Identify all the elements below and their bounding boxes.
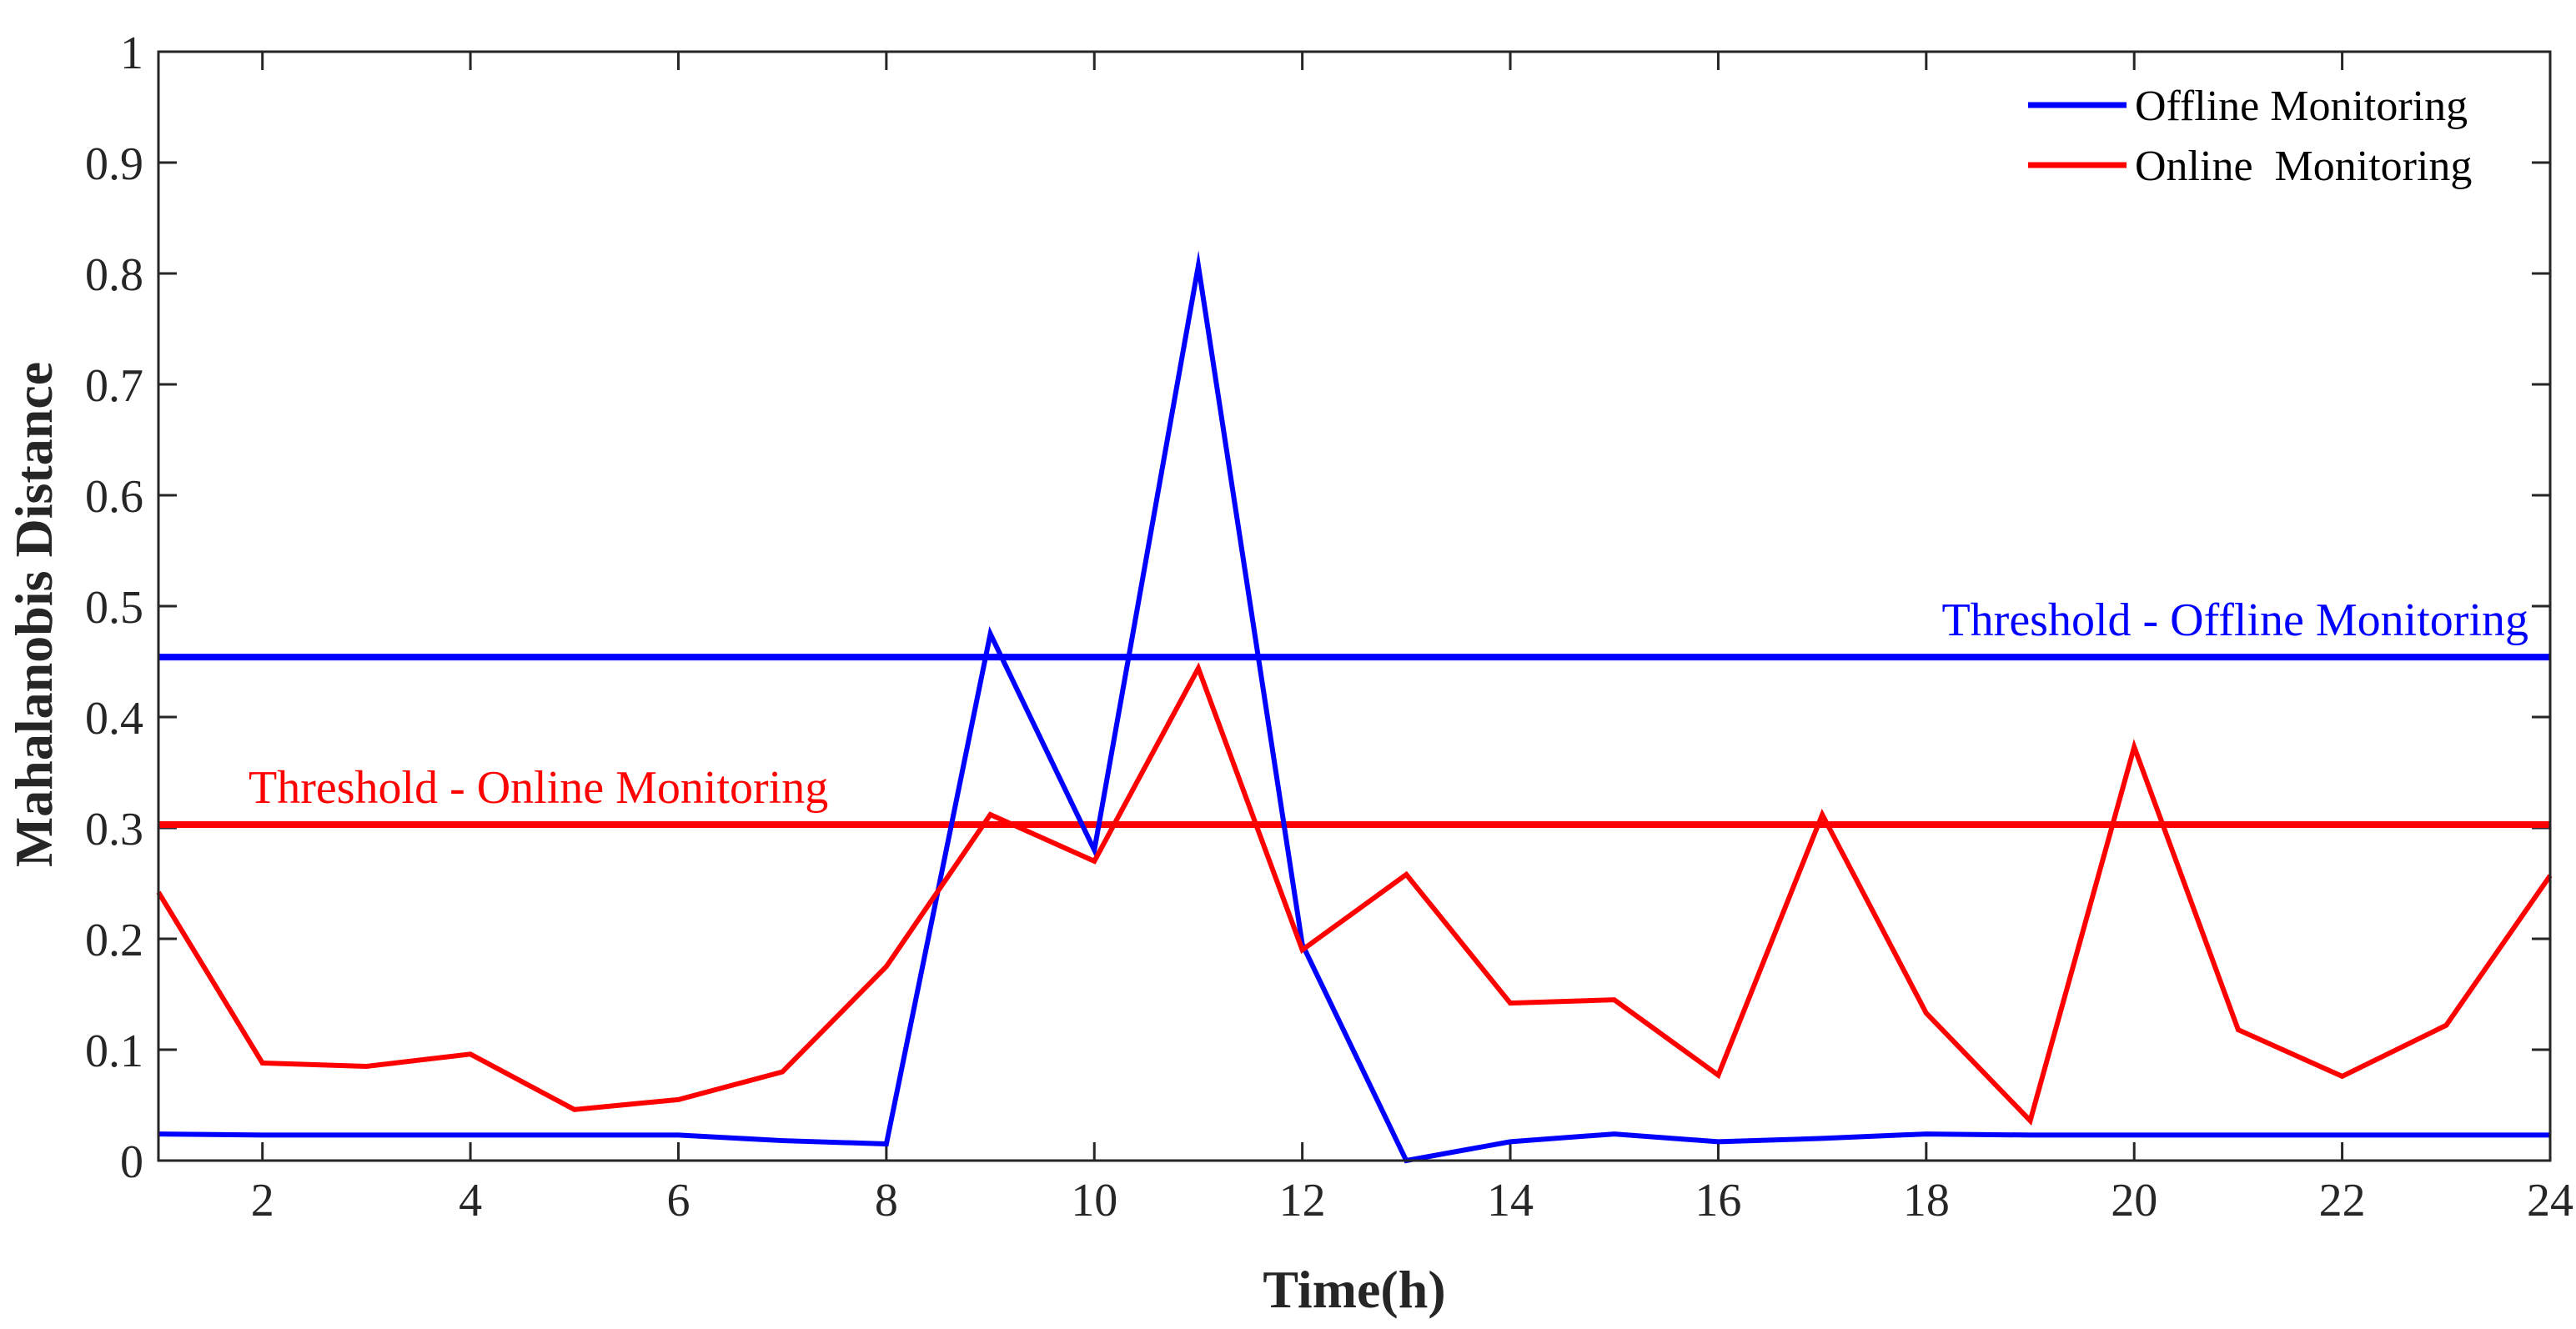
online-data-point (1403, 872, 1409, 877)
online-data-point (260, 1061, 265, 1066)
offline-data-point (572, 1132, 577, 1137)
online-data-point (2340, 1074, 2345, 1079)
offline-data-point (1924, 1131, 1929, 1136)
x-tick-label: 22 (2319, 1175, 2366, 1226)
offline-data-point (2028, 1132, 2033, 1137)
offline-data-point (675, 1132, 680, 1137)
online-data-point (988, 812, 993, 817)
offline-data-point (2340, 1132, 2345, 1137)
x-tick-label: 8 (875, 1175, 898, 1226)
x-tick-label: 6 (666, 1175, 690, 1226)
series-line-online (156, 662, 2553, 1126)
offline-data-point (1612, 1131, 1617, 1136)
offline-data-point (260, 1132, 265, 1137)
threshold-offline-label: Threshold - Offline Monitoring (1941, 594, 2528, 646)
x-tick-label: 20 (2111, 1175, 2157, 1226)
x-tick-label: 10 (1071, 1175, 1117, 1226)
online-data-point (364, 1064, 369, 1069)
offline-data-point (1508, 1139, 1513, 1144)
online-data-point (884, 964, 889, 969)
online-data-point (1092, 859, 1097, 864)
online-data-point (572, 1107, 577, 1112)
online-data-point (1300, 947, 1305, 952)
online-data-point (2132, 745, 2137, 750)
online-data-point (1612, 997, 1617, 1002)
offline-data-point (988, 631, 993, 636)
legend-label-online: Online Monitoring (2135, 143, 2472, 190)
offline-data-point (884, 1141, 889, 1146)
y-tick-label: 0.8 (85, 249, 143, 301)
y-tick-label: 0.9 (85, 138, 143, 190)
online-data-point (780, 1070, 785, 1075)
y-tick-label: 0.6 (85, 471, 143, 523)
y-tick-label: 0.3 (85, 804, 143, 855)
online-data-point (1924, 1011, 1929, 1016)
y-tick-label: 1 (120, 28, 143, 79)
y-tick-label: 0.4 (85, 693, 143, 745)
x-tick-label: 24 (2527, 1175, 2573, 1226)
online-data-point (1820, 812, 1825, 817)
data-series (156, 250, 2553, 1164)
offline-data-point (2132, 1132, 2137, 1137)
offline-data-point (2443, 1132, 2448, 1137)
y-tick-label: 0.5 (85, 582, 143, 634)
offline-data-point (364, 1132, 369, 1137)
x-tick-label: 14 (1487, 1175, 1534, 1226)
offline-data-point (1092, 848, 1097, 853)
x-tick-label: 16 (1695, 1175, 1741, 1226)
y-tick-label: 0.1 (85, 1026, 143, 1077)
threshold-lines (158, 654, 2550, 829)
threshold-annotations: Threshold - Offline Monitoring Threshold… (249, 594, 2528, 814)
x-tick-label: 12 (1279, 1175, 1326, 1226)
tick-labels: 2 4 6 8 10 12 14 16 18 20 22 2400.10.20.30.40.50.60… (85, 28, 2573, 1226)
offline-data-point (1715, 1139, 1720, 1144)
online-data-point (2236, 1027, 2241, 1032)
online-data-point (675, 1097, 680, 1102)
x-tick-label: 2 (251, 1175, 274, 1226)
y-tick-label: 0 (120, 1136, 143, 1188)
offline-data-point (1196, 263, 1201, 268)
online-data-point (1196, 665, 1201, 670)
offline-data-point (1820, 1136, 1825, 1141)
online-data-point (2028, 1118, 2033, 1123)
offline-data-point (780, 1138, 785, 1143)
x-tick-label: 4 (459, 1175, 482, 1226)
series-line-offline (158, 250, 2550, 1164)
threshold-online-label: Threshold - Online Monitoring (249, 762, 828, 814)
x-tick-label: 18 (1903, 1175, 1950, 1226)
online-data-point (468, 1051, 473, 1056)
legend-label-offline: Offline Monitoring (2135, 83, 2468, 130)
online-data-point (1715, 1073, 1720, 1078)
y-tick-label: 0.7 (85, 360, 143, 412)
y-tick-label: 0.2 (85, 915, 143, 966)
plot-area-border (157, 50, 2552, 1162)
offline-data-point (2236, 1132, 2241, 1137)
y-axis-title: Mahalanobis Distance (4, 362, 63, 867)
x-axis-title: Time(h) (1263, 1260, 1445, 1319)
online-data-point (1508, 1001, 1513, 1006)
legend: Offline Monitoring Online Monitoring (2028, 83, 2472, 190)
offline-data-point (468, 1132, 473, 1137)
online-data-point (2443, 1023, 2448, 1028)
